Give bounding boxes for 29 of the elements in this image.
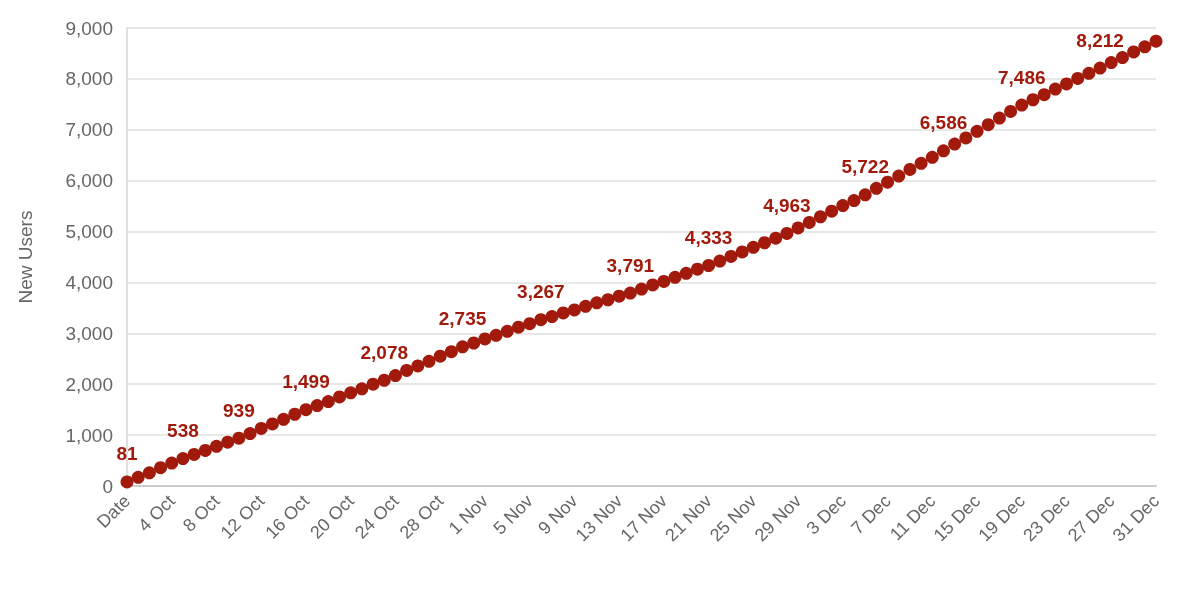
y-tick-label: 8,000 [65, 68, 113, 90]
y-tick-label: 4,000 [65, 271, 113, 293]
y-tick-label: 9,000 [65, 17, 113, 39]
y-tick-label: 7,000 [65, 119, 113, 141]
data-label: 5,722 [841, 156, 889, 178]
x-tick-label: 4 Oct [134, 490, 179, 536]
y-tick-label: 0 [102, 475, 113, 497]
data-label: 538 [167, 420, 199, 442]
y-tick-label: 2,000 [65, 373, 113, 395]
data-label: 7,486 [998, 66, 1046, 88]
data-label: 1,499 [282, 371, 330, 393]
y-tick-label: 3,000 [65, 322, 113, 344]
data-label: 6,586 [919, 112, 968, 134]
y-tick-label: 1,000 [65, 424, 113, 446]
data-label: 2,078 [360, 341, 409, 363]
x-tick-label: 3 Dec [802, 490, 850, 539]
data-label: 939 [223, 399, 255, 421]
x-tick-label: 1 Nov [444, 490, 492, 539]
data-label: 81 [116, 443, 138, 465]
data-label: 4,963 [763, 194, 811, 216]
y-tick-label: 5,000 [65, 221, 113, 243]
data-label: 3,791 [606, 254, 655, 276]
y-tick-label: 6,000 [65, 170, 113, 192]
data-label: 8,212 [1076, 29, 1124, 51]
data-label: 3,267 [517, 281, 565, 303]
data-label: 2,735 [438, 308, 487, 330]
data-label: 4,333 [684, 227, 733, 248]
y-axis-title: New Users [15, 210, 36, 304]
x-tick-label: 5 Nov [489, 490, 537, 539]
